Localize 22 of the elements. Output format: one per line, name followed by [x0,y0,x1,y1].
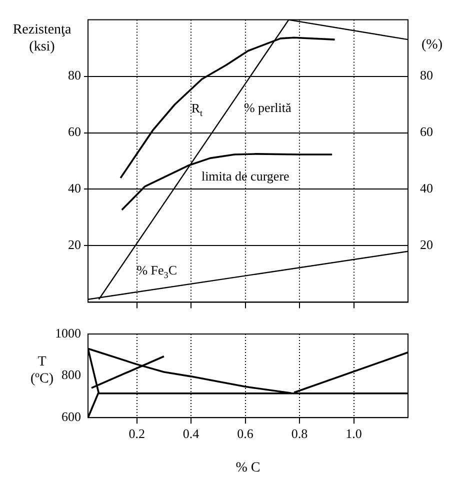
y-tick-label: 800 [62,367,81,382]
series-label: % perlită [244,100,292,115]
y-tick-label: 600 [62,409,81,424]
y-tick-label: 20 [68,237,81,252]
y2-tick-label: 40 [420,180,433,196]
y2-axis-title: (%) [422,37,443,52]
series-label: limita de curgere [201,168,290,184]
x-tick-label: 0.2 [128,426,145,441]
y2-tick-label: 20 [420,237,433,252]
x-tick-label: 1.0 [346,426,362,441]
y-axis-title: Rezistenţa (ksi) [12,22,72,54]
x-tick-label: 0.8 [291,426,308,441]
y-tick-label: 40 [68,180,81,196]
y-tick-label: 60 [68,124,81,140]
x-tick-label: 0.6 [237,426,254,441]
y2-tick-label: 60 [420,124,433,140]
y-tick-label: 80 [68,68,81,83]
y2-tick-label: 80 [420,68,433,83]
x-axis-title: % C [236,460,260,476]
y-tick-label: 1000 [55,325,81,340]
y-axis-title: T (ºC) [30,354,54,387]
x-tick-label: 0.4 [182,426,200,441]
